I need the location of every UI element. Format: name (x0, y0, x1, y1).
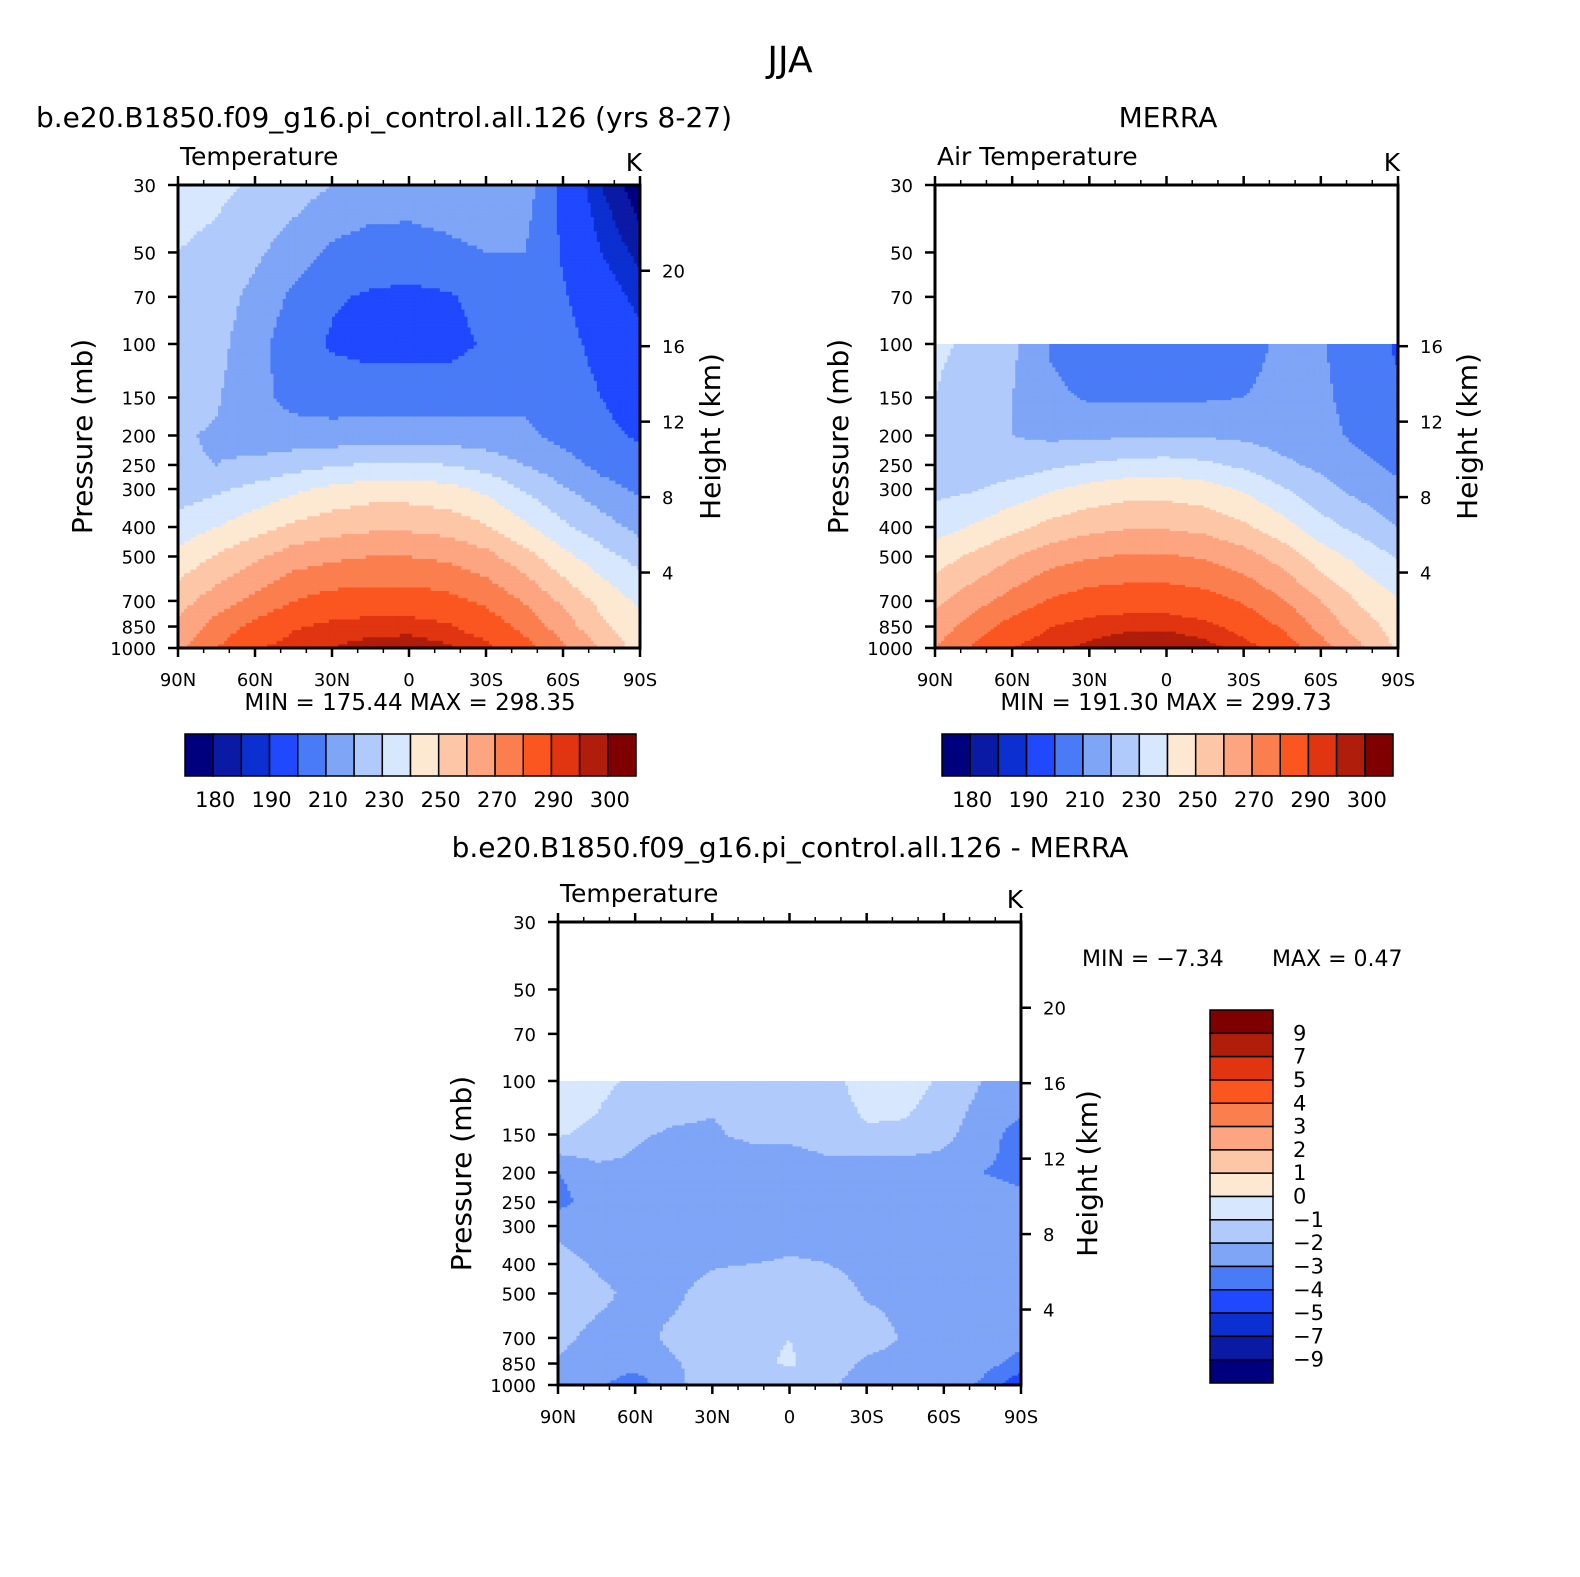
left-panel-title: b.e20.B1850.f09_g16.pi_control.all.126 (… (36, 101, 732, 134)
diff-panel-title: b.e20.B1850.f09_g16.pi_control.all.126 -… (452, 831, 1129, 864)
model-temperature-field (178, 185, 641, 649)
figure-title: JJA (765, 40, 813, 81)
right-panel-title: MERRA (1119, 101, 1218, 134)
